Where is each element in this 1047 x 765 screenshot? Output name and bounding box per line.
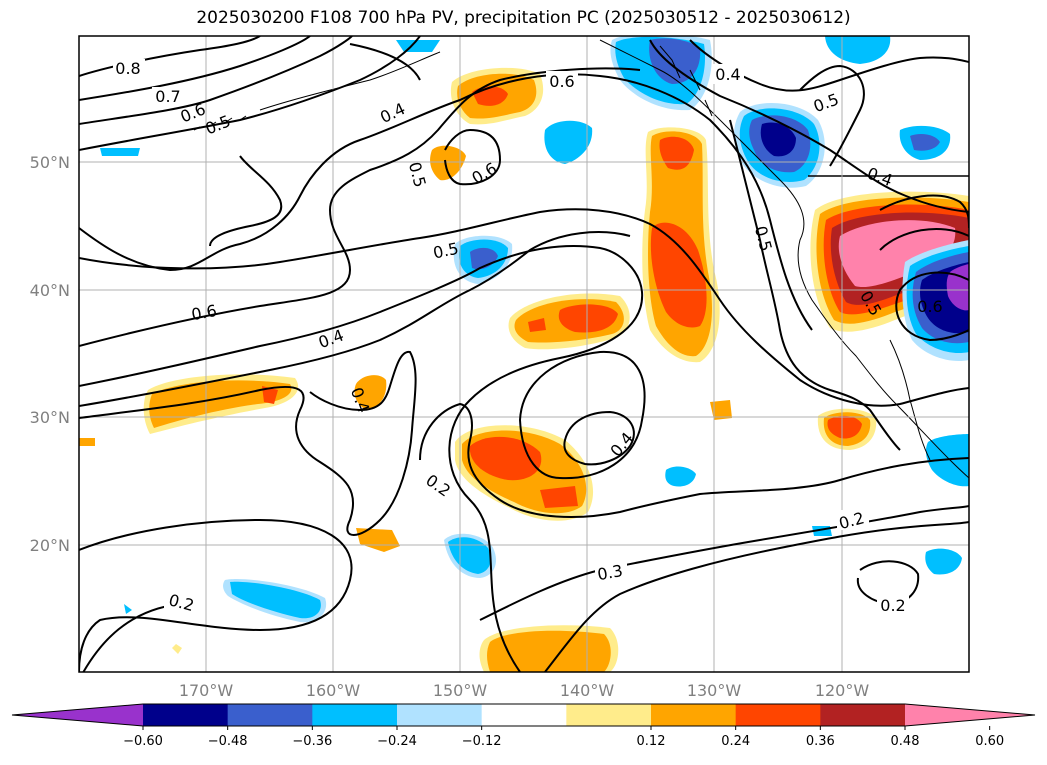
- contour-label-bg: [877, 596, 909, 616]
- colorbar-tick-label: −0.48: [208, 734, 248, 749]
- colorbar-extend-max: [905, 704, 1035, 726]
- lat-label: 20°N: [30, 536, 70, 555]
- contour-label-bg: [546, 71, 578, 91]
- longitude-labels: 170°W 160°W 150°W 140°W 130°W 120°W: [179, 681, 870, 700]
- contour-label-bg: [837, 510, 869, 530]
- lon-label: 160°W: [306, 681, 361, 700]
- colorbar-tick-label: −0.60: [123, 734, 163, 749]
- contour-label: 0.2: [880, 596, 905, 615]
- map-plot-area: 0.8 0.7 0.6 0.5 0.4 0.6 0.4 0.5 0.5 0.6 …: [79, 36, 969, 672]
- colorbar-tick-label: −0.24: [377, 734, 417, 749]
- colorbar-segment: [820, 704, 906, 726]
- colorbar-tick-label: 0.48: [891, 734, 920, 749]
- lon-label: 130°W: [687, 681, 742, 700]
- lon-label: 170°W: [179, 681, 234, 700]
- colorbar-tick-label: 0.60: [975, 734, 1004, 749]
- precip-shading: [79, 36, 969, 672]
- contour-label: 0.3: [596, 561, 624, 584]
- colorbar-tick-label: 0.12: [637, 734, 666, 749]
- colorbar-segment: [735, 704, 821, 726]
- contour-label-bg: [113, 59, 145, 77]
- contour-label-bg: [164, 593, 196, 613]
- colorbar-tick-label: 0.24: [721, 734, 750, 749]
- colorbar-tick-label: −0.36: [292, 734, 332, 749]
- contour-label: 0.4: [715, 65, 740, 84]
- colorbar-segment: [227, 704, 313, 726]
- contour-label: 0.5: [811, 90, 841, 117]
- lon-label: 120°W: [815, 681, 870, 700]
- colorbar-extend-min: [12, 704, 143, 726]
- lat-label: 40°N: [30, 281, 70, 300]
- lat-label: 30°N: [30, 408, 70, 427]
- contour-label: 0.5: [405, 160, 430, 190]
- contour-label: 0.4: [606, 429, 637, 461]
- contour-label: 0.2: [422, 470, 454, 500]
- lon-label: 140°W: [560, 681, 615, 700]
- colorbar-segment: [566, 704, 652, 726]
- contour-label: 0.6: [190, 301, 218, 324]
- map-frame: [78, 35, 970, 673]
- contour-label-bg: [712, 64, 744, 84]
- lat-label: 50°N: [30, 153, 70, 172]
- graticule: [79, 36, 969, 672]
- colorbar-segment: [143, 704, 229, 726]
- lon-label: 150°W: [433, 681, 488, 700]
- colorbar-tick-label: 0.36: [806, 734, 835, 749]
- contour-label-bg: [595, 562, 627, 582]
- colorbar-segment: [312, 704, 398, 726]
- contour-label: 0.7: [155, 87, 180, 106]
- latitude-labels: 50°N 40°N 30°N 20°N: [30, 153, 70, 555]
- colorbar-segment: [651, 704, 737, 726]
- map-title: 2025030200 F108 700 hPa PV, precipitatio…: [196, 8, 851, 28]
- contour-label: 0.6: [549, 72, 574, 91]
- colorbar-segment: [397, 704, 483, 726]
- colorbar-segment: [481, 704, 567, 726]
- colorbar-tick-label: −0.12: [462, 734, 502, 749]
- contour-label: 0.4: [316, 326, 346, 353]
- colorbar: −0.60 −0.48 −0.36 −0.24 −0.12 0.12 0.24 0.36 0.4…: [11, 703, 1036, 749]
- contour-label: 0.6: [917, 297, 942, 316]
- contour-label-bg: [152, 87, 184, 105]
- contour-label: 0.8: [115, 59, 140, 78]
- coastlines: [193, 39, 969, 479]
- contour-label: 0.4: [865, 164, 895, 191]
- contour-label: 0.5: [431, 239, 460, 263]
